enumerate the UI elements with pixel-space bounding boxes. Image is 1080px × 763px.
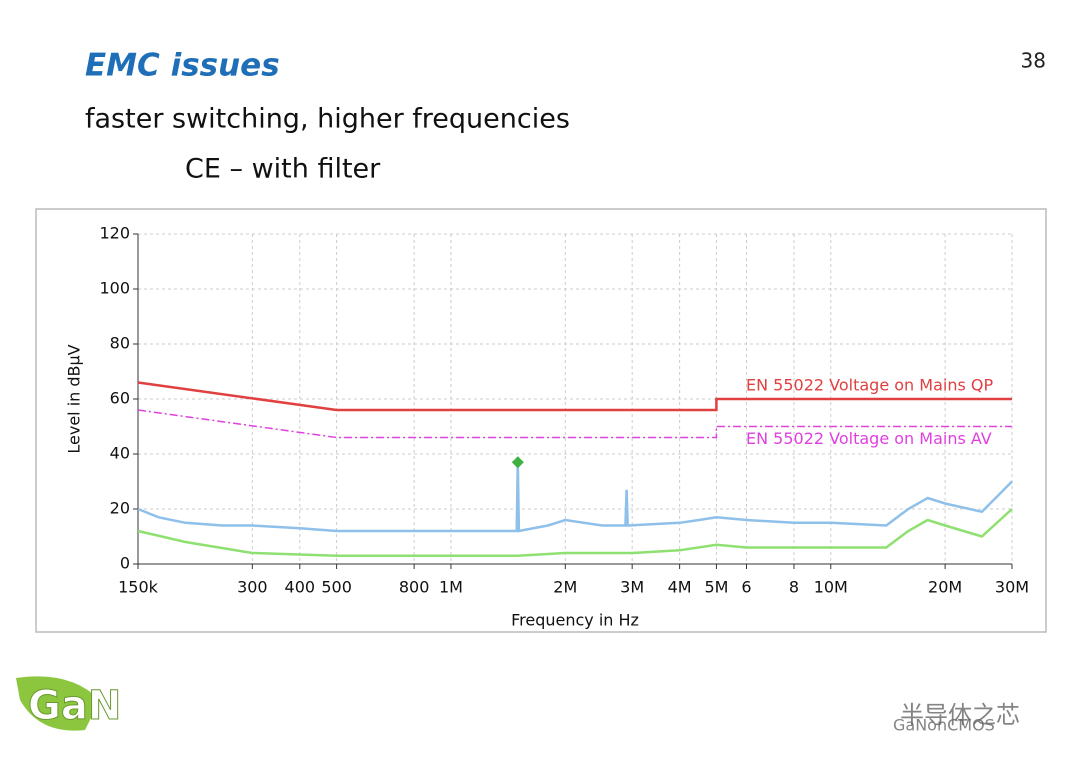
x-tick-label: 1M: [439, 578, 463, 597]
logo-text: GaN: [28, 683, 121, 729]
y-tick-label: 80: [110, 334, 130, 353]
series-line: [137, 409, 1012, 439]
page-number: 38: [1021, 49, 1046, 73]
x-tick-label: 500: [321, 578, 352, 597]
subtitle: faster switching, higher frequencies: [85, 104, 570, 135]
x-tick-label: 5M: [704, 578, 728, 597]
slide-title: EMC issues: [85, 48, 280, 84]
x-tick-label: 400: [285, 578, 316, 597]
chart-frame: [35, 208, 1047, 633]
x-tick-label: 20M: [928, 578, 962, 597]
x-tick-label: 2M: [553, 578, 577, 597]
series-line: [137, 462, 1013, 533]
y-tick-label: 100: [99, 279, 130, 298]
y-axis-label: Level in dBµV: [65, 344, 84, 453]
x-tick-label: 300: [237, 578, 268, 597]
y-tick-label: 20: [110, 499, 130, 518]
series-line: [137, 381, 1012, 412]
watermark: 半导体之芯: [900, 701, 1020, 729]
subheading: CE – with filter: [185, 154, 381, 185]
plot: 0 20 40 60 80 100 120 150k 300 400 500 800 1M 2M 3M 4M 5…: [65, 224, 1030, 630]
logo-shape: [16, 676, 100, 731]
y-tick-label: 60: [110, 389, 130, 408]
y-tick-label: 120: [99, 224, 130, 243]
x-tick-label: 3M: [620, 578, 644, 597]
y-tick-label: 40: [110, 444, 130, 463]
watermark-sub: GaNonCMOS: [893, 716, 995, 735]
x-tick-label: 150k: [118, 578, 159, 597]
y-tick-label: 0: [120, 554, 130, 573]
x-tick-label: 10M: [814, 578, 848, 597]
x-tick-label: 4M: [668, 578, 692, 597]
series-label: EN 55022 Voltage on Mains QP: [746, 376, 993, 395]
x-tick-label: 6: [741, 578, 751, 597]
x-tick-label: 30M: [995, 578, 1029, 597]
x-axis-label: Frequency in Hz: [511, 611, 639, 630]
x-tick-label: 8: [789, 578, 799, 597]
series-label: EN 55022 Voltage on Mains AV: [746, 429, 992, 448]
series-line: [137, 508, 1013, 558]
marker: [511, 456, 524, 469]
x-tick-label: 800: [399, 578, 430, 597]
